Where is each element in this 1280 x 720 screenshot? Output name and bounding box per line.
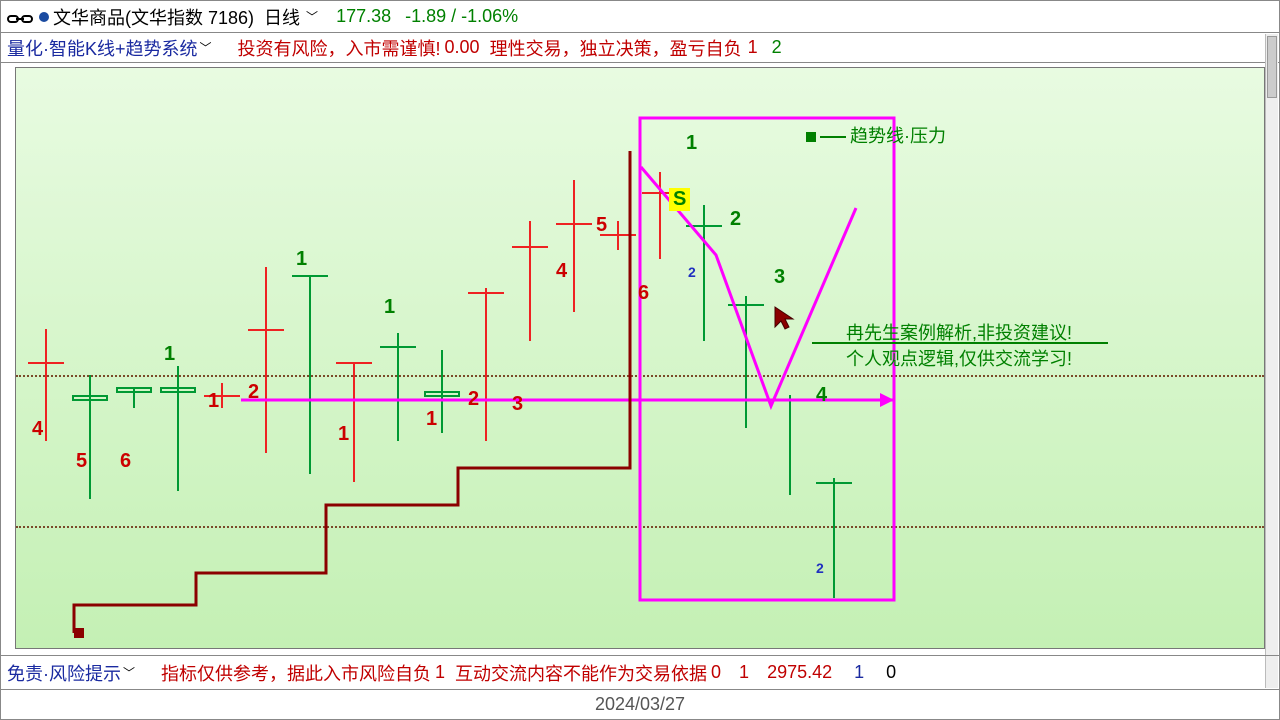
footer-value: 2975.42 xyxy=(767,662,832,683)
footer-1a: 1 xyxy=(435,662,445,683)
cursor-icon xyxy=(773,305,795,337)
chart-label: 1 xyxy=(208,390,219,413)
chart-label: 1 xyxy=(686,132,697,155)
footer-a0: 0 xyxy=(886,662,896,683)
candle[interactable] xyxy=(72,375,108,499)
status-dot-icon xyxy=(39,12,49,22)
chart-label: 5 xyxy=(76,450,87,473)
candle[interactable] xyxy=(728,296,764,429)
candle[interactable] xyxy=(248,267,284,453)
signal-marker: S xyxy=(669,188,690,211)
candle[interactable] xyxy=(772,395,808,494)
candle[interactable] xyxy=(512,221,548,341)
chart-label: 3 xyxy=(512,393,523,416)
candle[interactable] xyxy=(160,366,196,490)
chart-label: 2 xyxy=(248,381,259,404)
instrument-name: 文华商品(文华指数 7186) xyxy=(53,4,254,30)
chart-label: 3 xyxy=(774,266,785,289)
chart-label: 6 xyxy=(120,450,131,473)
footer-v0: 0 xyxy=(711,662,721,683)
chart-label: 4 xyxy=(32,418,43,441)
scrollbar-thumb[interactable] xyxy=(1267,36,1277,98)
candle[interactable] xyxy=(116,387,152,408)
system-name[interactable]: 量化·智能K线+趋势系统 xyxy=(7,35,198,61)
chart-label: 5 xyxy=(596,214,607,237)
chart-label: 1 xyxy=(164,343,175,366)
candlestick-chart[interactable]: 4 5 6 1 2 1 1 2 3 4 5 6 1 1 1 1 2 3 4 2 2 S 趋势线·压力冉先生案例解析,非投资建… xyxy=(15,67,1265,649)
disclaimer-title[interactable]: 免责·风险提示 xyxy=(7,660,121,686)
footer-a1: 1 xyxy=(854,662,864,683)
candle[interactable] xyxy=(292,275,328,474)
chart-label: 2 xyxy=(468,388,479,411)
disclaimer-text-2: 互动交流内容不能作为交易依据 xyxy=(455,660,707,686)
app-window: 文华商品(文华指数 7186) 日线 ﹀ 177.38 -1.89 / -1.0… xyxy=(0,0,1280,720)
count-label: 2 xyxy=(816,560,824,576)
title-bar: 文华商品(文华指数 7186) 日线 ﹀ 177.38 -1.89 / -1.0… xyxy=(1,1,1279,33)
chevron-down-icon[interactable]: ﹀ xyxy=(306,8,318,25)
chevron-down-icon[interactable]: ﹀ xyxy=(200,39,212,56)
footer-v1: 1 xyxy=(739,662,749,683)
risk-warning-2: 理性交易，独立决策，盈亏自负 xyxy=(490,35,742,61)
chart-label: 1 xyxy=(426,408,437,431)
chart-label: 4 xyxy=(816,384,827,407)
chart-label: 4 xyxy=(556,260,567,283)
count-label: 2 xyxy=(688,264,696,280)
trend-legend: 趋势线·压力 xyxy=(806,122,946,148)
value-1: 1 xyxy=(748,37,758,58)
chart-label: 2 xyxy=(730,208,741,231)
link-icon xyxy=(7,10,33,24)
last-price: 177.38 xyxy=(336,6,391,27)
footer-indicator: 免责·风险提示 ﹀ 指标仅供参考，据此入市风险自负 1 互动交流内容不能作为交易… xyxy=(1,655,1279,689)
chart-label: 1 xyxy=(338,423,349,446)
candle[interactable] xyxy=(816,478,852,598)
timeframe-selector[interactable]: 日线 xyxy=(264,4,300,30)
chart-label: 6 xyxy=(638,282,649,305)
price-change: -1.89 / -1.06% xyxy=(405,6,518,27)
indicator-header: 量化·智能K线+趋势系统 ﹀ 投资有风险，入市需谨慎! 0.00 理性交易，独立… xyxy=(1,33,1279,63)
candle[interactable] xyxy=(468,288,504,441)
risk-warning-1: 投资有风险，入市需谨慎! xyxy=(238,35,441,61)
candle[interactable] xyxy=(642,172,678,259)
candle[interactable] xyxy=(556,180,592,313)
value-2: 2 xyxy=(772,37,782,58)
chevron-down-icon[interactable]: ﹀ xyxy=(123,664,135,681)
date-footer: 2024/03/27 xyxy=(1,689,1279,719)
chart-label: 1 xyxy=(384,296,395,319)
disclaimer-text-1: 指标仅供参考，据此入市风险自负 xyxy=(161,660,431,686)
value-zero: 0.00 xyxy=(445,37,480,58)
chart-label: 1 xyxy=(296,248,307,271)
vertical-scrollbar[interactable] xyxy=(1265,34,1278,688)
annotation-text: 冉先生案例解析,非投资建议!个人观点逻辑,仅供交流学习! xyxy=(846,320,1072,372)
chart-date: 2024/03/27 xyxy=(595,694,685,715)
candle[interactable] xyxy=(380,333,416,441)
